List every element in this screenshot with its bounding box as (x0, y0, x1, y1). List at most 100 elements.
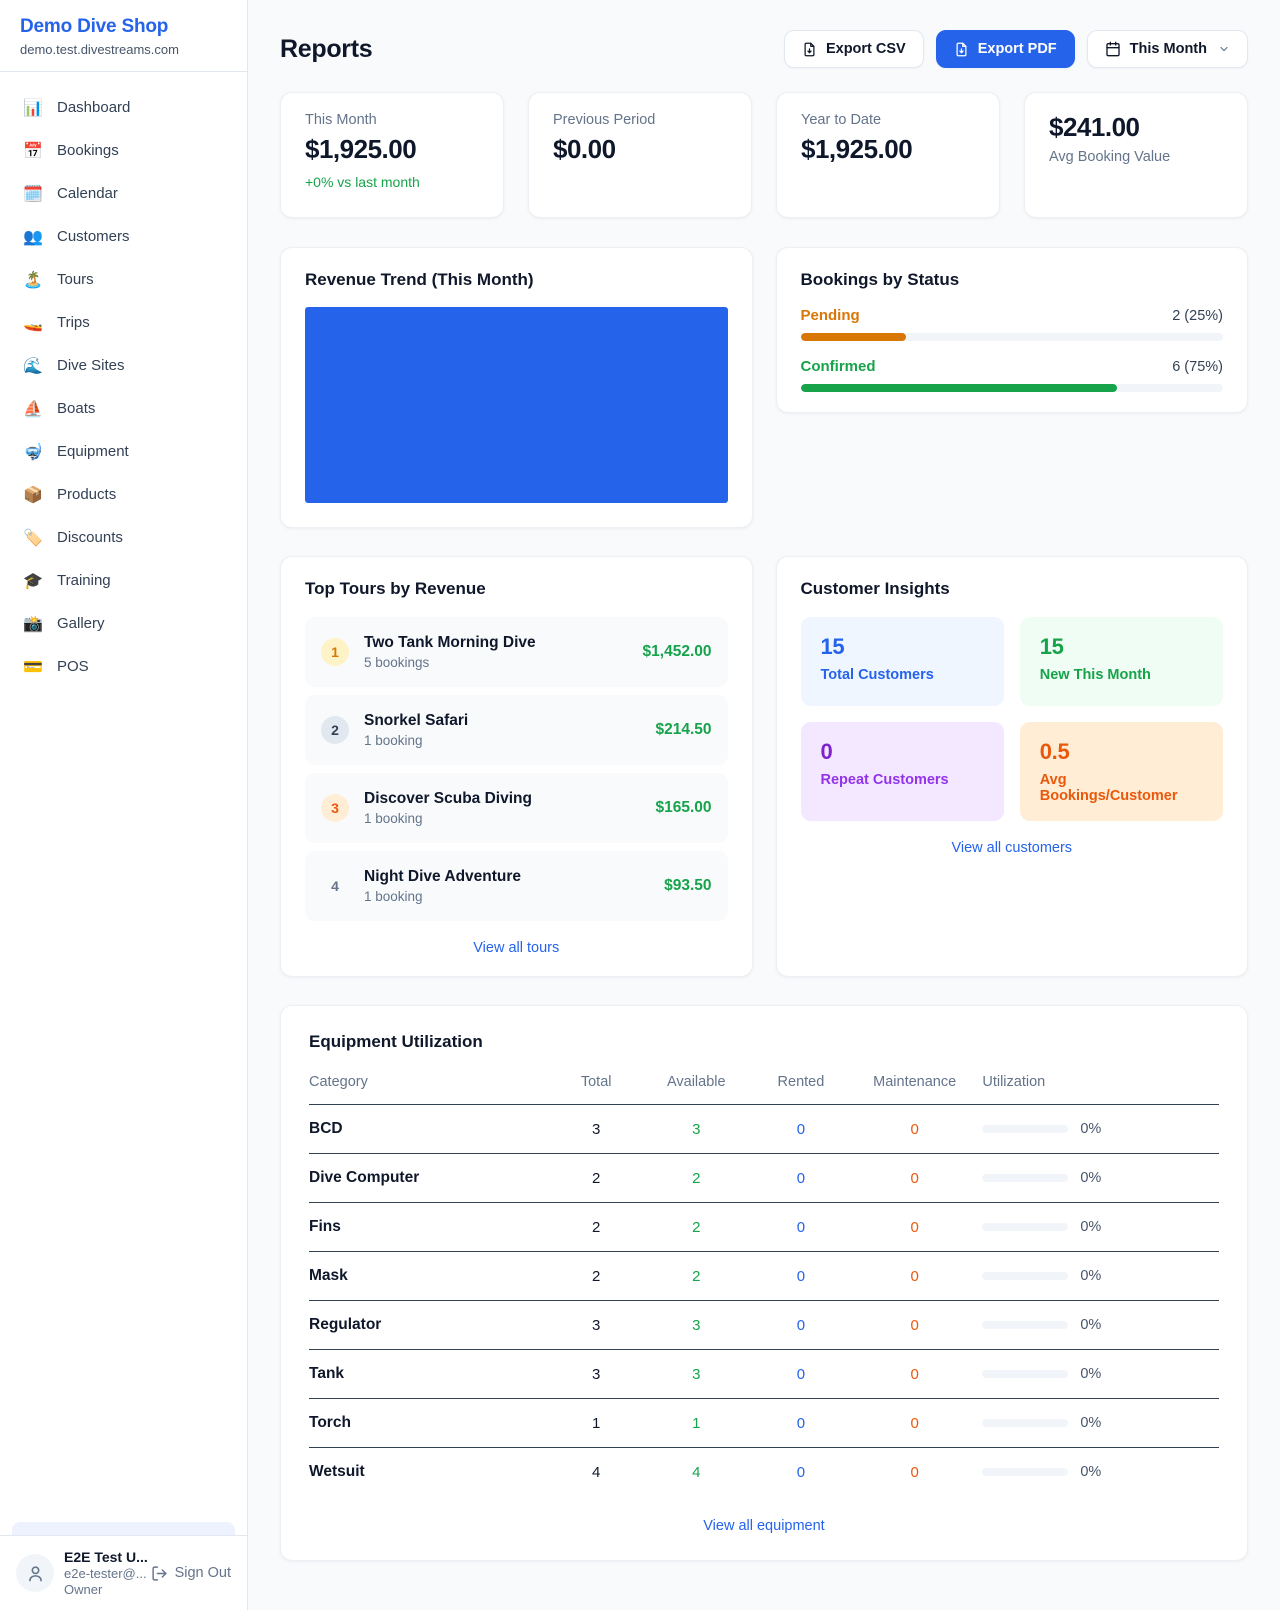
sidebar-nav-label: Training (57, 572, 111, 589)
sidebar-nav-item[interactable]: 🎓 Training (0, 559, 247, 602)
equipment-maintenance: 0 (910, 1463, 919, 1481)
tour-row: 1 Two Tank Morning Dive 5 bookings $1,45… (305, 617, 728, 687)
stat-value: $0.00 (553, 134, 616, 164)
equipment-utilization-card: Equipment Utilization Category Total Ava… (280, 1005, 1248, 1561)
period-dropdown[interactable]: This Month (1086, 30, 1248, 68)
col-header-total: Total (554, 1066, 646, 1105)
export-pdf-button[interactable]: Export PDF (935, 30, 1075, 68)
export-csv-button[interactable]: Export CSV (783, 30, 924, 68)
sign-out-button[interactable]: Sign Out (151, 1565, 231, 1582)
sailboat-icon: ⛵ (23, 399, 43, 418)
equipment-total: 3 (554, 1104, 646, 1154)
tour-revenue: $214.50 (655, 721, 712, 738)
utilization-percent: 0% (1080, 1415, 1102, 1431)
sidebar-nav-item[interactable]: 👥 Customers (0, 215, 247, 258)
equipment-table-row: Regulator 3 3 0 0 0% (309, 1300, 1219, 1350)
equipment-utilization-cell: 0% (982, 1104, 1219, 1154)
tour-info: Night Dive Adventure 1 booking (364, 868, 649, 904)
tour-row: 4 Night Dive Adventure 1 booking $93.50 (305, 851, 728, 921)
sidebar-nav-item[interactable]: 🤿 Equipment (0, 430, 247, 473)
equipment-category: Tank (309, 1349, 555, 1399)
equipment-utilization-cell: 0% (982, 1349, 1219, 1399)
insight-tiles: 15 Total Customers 15 New This Month 0 R… (800, 617, 1223, 821)
stat-cards: This Month $1,925.00 +0% vs last month P… (280, 92, 1248, 218)
equipment-table: Category Total Available Rented Maintena… (309, 1066, 1219, 1496)
top-tours-title: Top Tours by Revenue (305, 579, 486, 598)
sidebar-nav: 📊 Dashboard 📅 Bookings 🗓️ Calendar 👥 Cus… (0, 72, 247, 1522)
equipment-table-row: BCD 3 3 0 0 0% (309, 1104, 1219, 1154)
bar-chart-icon: 📊 (23, 98, 43, 117)
stat-card-avg-booking-value: $241.00 Avg Booking Value (1024, 92, 1248, 218)
utilization-progress-track (982, 1272, 1069, 1280)
logout-icon (151, 1565, 167, 1581)
header-actions: Export CSV Export PDF This Month (783, 30, 1248, 68)
insight-tile: 15 Total Customers (800, 617, 1004, 706)
sidebar-nav-item[interactable]: 📊 Dashboard (0, 86, 247, 129)
view-all-tours-link[interactable]: View all tours (473, 940, 560, 956)
sidebar-nav-item[interactable]: ⛵ Boats (0, 387, 247, 430)
sidebar-nav-item[interactable]: 📸 Gallery (0, 602, 247, 645)
equipment-utilization-cell: 0% (982, 1448, 1219, 1497)
utilization-progress-track (982, 1468, 1069, 1476)
tour-rank-badge: 2 (321, 716, 349, 744)
user-info: E2E Test U... e2e-tester@... Owner (64, 1549, 148, 1597)
utilization-percent: 0% (1080, 1170, 1102, 1186)
equipment-table-header-row: Category Total Available Rented Maintena… (309, 1066, 1219, 1105)
user-email: e2e-tester@... (64, 1566, 147, 1581)
export-csv-label: Export CSV (825, 41, 906, 57)
sidebar-nav-item[interactable]: 🗓️ Calendar (0, 172, 247, 215)
sidebar-nav-label: POS (57, 658, 89, 675)
equipment-table-row: Tank 3 3 0 0 0% (309, 1349, 1219, 1399)
equipment-table-row: Fins 2 2 0 0 0% (309, 1202, 1219, 1252)
equipment-utilization-cell: 0% (982, 1202, 1219, 1252)
main-content: Reports Export CSV Export PDF This Month… (248, 0, 1280, 1589)
insight-label: Avg Bookings/Customer (1039, 772, 1178, 804)
period-label: This Month (1129, 41, 1207, 57)
sidebar-nav-label: Tours (57, 271, 94, 288)
user-role: Owner (64, 1582, 103, 1597)
insight-tile: 15 New This Month (1019, 617, 1223, 706)
sidebar-nav-item[interactable]: 🏷️ Discounts (0, 516, 247, 559)
tour-name: Discover Scuba Diving (364, 790, 532, 807)
utilization-progress-track (982, 1223, 1069, 1231)
sidebar-nav-label: Boats (57, 400, 96, 417)
stat-value: $1,925.00 (305, 134, 417, 164)
equipment-maintenance: 0 (854, 1349, 983, 1399)
wave-icon: 🌊 (23, 356, 43, 375)
tour-rank-badge: 3 (321, 794, 349, 822)
calendar-date-icon: 📅 (23, 141, 43, 160)
sidebar-nav-item[interactable]: 💳 POS (0, 645, 247, 688)
status-list: Pending 2 (25%) Confirmed 6 (75%) (800, 307, 1223, 392)
equipment-available: 1 (645, 1398, 755, 1448)
stat-label: Previous Period (553, 112, 656, 128)
sidebar-nav-item[interactable]: 🌊 Dive Sites (0, 344, 247, 387)
tour-row: 2 Snorkel Safari 1 booking $214.50 (305, 695, 728, 765)
revenue-trend-title: Revenue Trend (This Month) (305, 270, 534, 289)
insight-label: Repeat Customers (820, 772, 949, 788)
view-all-customers-link[interactable]: View all customers (951, 840, 1073, 856)
active-nav-item-partially-visible[interactable] (12, 1522, 235, 1535)
sidebar-header: Demo Dive Shop demo.test.divestreams.com (0, 0, 247, 72)
diving-mask-icon: 🤿 (23, 442, 43, 461)
tour-bookings: 1 booking (364, 733, 423, 748)
equipment-available: 3 (645, 1349, 755, 1399)
view-all-equipment-link[interactable]: View all equipment (703, 1518, 825, 1534)
sidebar-nav-item[interactable]: 🏝️ Tours (0, 258, 247, 301)
insight-value: 0.5 (1039, 739, 1070, 764)
package-icon: 📦 (23, 485, 43, 504)
file-download-icon (956, 42, 967, 56)
sidebar-nav-item[interactable]: 📦 Products (0, 473, 247, 516)
insight-value: 15 (820, 634, 845, 659)
sign-out-label: Sign Out (174, 1565, 231, 1581)
equipment-utilization-cell: 0% (982, 1251, 1219, 1301)
sidebar-nav-item[interactable]: 📅 Bookings (0, 129, 247, 172)
sidebar-nav-item[interactable]: 🚤 Trips (0, 301, 247, 344)
tour-info: Two Tank Morning Dive 5 bookings (364, 634, 628, 670)
status-count: 6 (75%) (1172, 359, 1223, 375)
camera-icon: 📸 (23, 614, 43, 633)
stat-label: Avg Booking Value (1049, 149, 1171, 165)
equipment-category: Wetsuit (309, 1463, 365, 1480)
equipment-total: 2 (554, 1153, 646, 1203)
equipment-available: 2 (645, 1202, 755, 1252)
sidebar-nav-label: Trips (57, 314, 90, 331)
